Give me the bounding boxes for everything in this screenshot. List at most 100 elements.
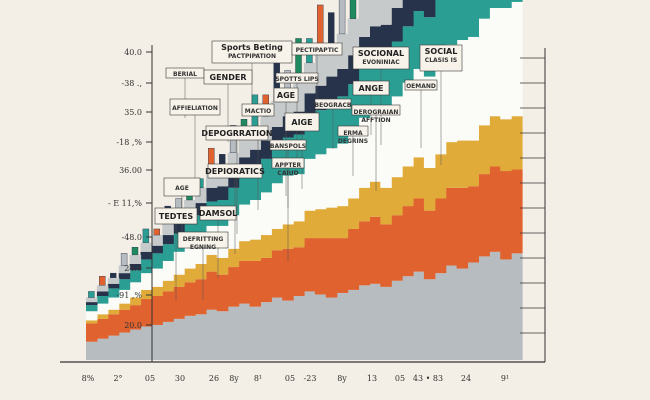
- area-segment: [369, 108, 381, 182]
- x-tick-label: 8%: [82, 374, 95, 383]
- annotation-label: GENDER: [210, 73, 247, 82]
- area-segment: [162, 235, 174, 245]
- annotation-box: AGE: [163, 177, 201, 197]
- area-segment: [314, 53, 327, 86]
- area-segment: [173, 286, 185, 319]
- annotation-label: MACTIO: [245, 108, 271, 115]
- area-segment: [358, 285, 370, 360]
- annotation-label: AFFIELIATION: [172, 105, 218, 112]
- area-segment: [271, 183, 283, 229]
- annotation-box: BEOGRACB: [314, 98, 352, 110]
- area-segment: [478, 18, 490, 126]
- area-segment: [467, 140, 479, 187]
- annotation-sublabel: AFFTION: [361, 117, 390, 124]
- right-ticks: [520, 57, 545, 334]
- annotation-box: TEDTES: [154, 207, 198, 225]
- area-segment: [118, 303, 131, 310]
- area-segment: [402, 276, 414, 360]
- spike-bar: [338, 0, 346, 35]
- area-segment: [249, 168, 261, 200]
- annotation-box-frame: [404, 79, 438, 91]
- area-segment: [227, 215, 240, 249]
- area-segment: [129, 297, 142, 306]
- area-segment: [205, 171, 218, 188]
- area-segment: [238, 204, 251, 242]
- area-segment: [358, 187, 370, 222]
- area-segment: [107, 277, 120, 284]
- area-segment: [282, 88, 294, 117]
- x-tick-label: -23: [304, 374, 317, 383]
- area-segment: [96, 314, 109, 319]
- area-segment: [467, 36, 479, 141]
- series-orange: [86, 166, 523, 342]
- area-segment: [118, 265, 131, 274]
- area-segment: [380, 224, 392, 287]
- area-segment: [184, 268, 196, 283]
- annotation-label: Sports Beting: [221, 43, 283, 52]
- area-segment: [478, 0, 490, 19]
- area-segment: [238, 241, 251, 261]
- area-segment: [402, 0, 414, 27]
- x-tick-label: 8y: [229, 374, 239, 383]
- annotation-sublabel: EVONINIAC: [362, 59, 400, 66]
- area-segment: [391, 0, 403, 8]
- area-segment: [369, 216, 381, 284]
- area-segment: [195, 187, 207, 204]
- annotation-label: AIGE: [291, 118, 312, 127]
- area-segment: [413, 157, 425, 199]
- area-segment: [216, 274, 229, 312]
- x-tick-label: 43 • 83: [413, 374, 443, 383]
- area-segment: [184, 200, 196, 214]
- area-segment: [423, 210, 436, 280]
- annotation-label: SOCIONAL: [358, 49, 404, 58]
- area-segment: [336, 68, 349, 97]
- area-segment: [140, 251, 152, 260]
- area-segment: [107, 283, 120, 289]
- area-segment: [86, 311, 98, 321]
- area-segment: [118, 279, 131, 290]
- area-segment: [511, 169, 523, 254]
- annotation-sublabel: CAIUD: [277, 170, 298, 177]
- area-segment: [129, 305, 142, 330]
- area-segment: [402, 206, 414, 277]
- annotation-box-frame: [291, 42, 343, 56]
- x-tick-label: 2°: [113, 374, 122, 383]
- area-segment: [380, 24, 392, 57]
- annotation-label: BEOGRACB: [315, 102, 352, 109]
- annotation-box-frame: [314, 98, 352, 110]
- annotation-box-frame: [207, 163, 263, 179]
- area-segment: [467, 262, 479, 360]
- series-mustard: [86, 116, 523, 324]
- area-segment: [304, 93, 316, 117]
- area-segment: [195, 215, 207, 237]
- annotation-box-frame: [352, 80, 390, 96]
- area-segment: [423, 168, 436, 211]
- annotation-label: DEFRITTING: [183, 236, 224, 243]
- area-segment: [413, 271, 425, 360]
- area-segment: [445, 0, 458, 45]
- area-segment: [380, 110, 392, 188]
- annotation-label: TEDTES: [159, 212, 193, 221]
- y-tick-label: 35.0: [124, 108, 142, 117]
- area-segment: [140, 273, 152, 290]
- area-segment: [347, 198, 360, 229]
- area-segment: [260, 257, 272, 303]
- area-segment: [347, 132, 360, 199]
- area-segment: [151, 296, 163, 325]
- area-segment: [369, 181, 381, 217]
- area-segment: [238, 303, 251, 360]
- area-segment: [195, 236, 207, 264]
- spike-bar: [99, 275, 106, 286]
- area-segment: [445, 44, 458, 143]
- annotation-box-frame: [352, 46, 410, 70]
- area-segment: [369, 0, 381, 27]
- spike-bar: [109, 272, 117, 278]
- y-tick-label: 20.0: [124, 321, 142, 330]
- area-segment: [205, 271, 218, 310]
- area-segment: [325, 148, 338, 208]
- area-segment: [456, 187, 469, 269]
- area-segment: [107, 297, 120, 310]
- area-segment: [227, 248, 240, 268]
